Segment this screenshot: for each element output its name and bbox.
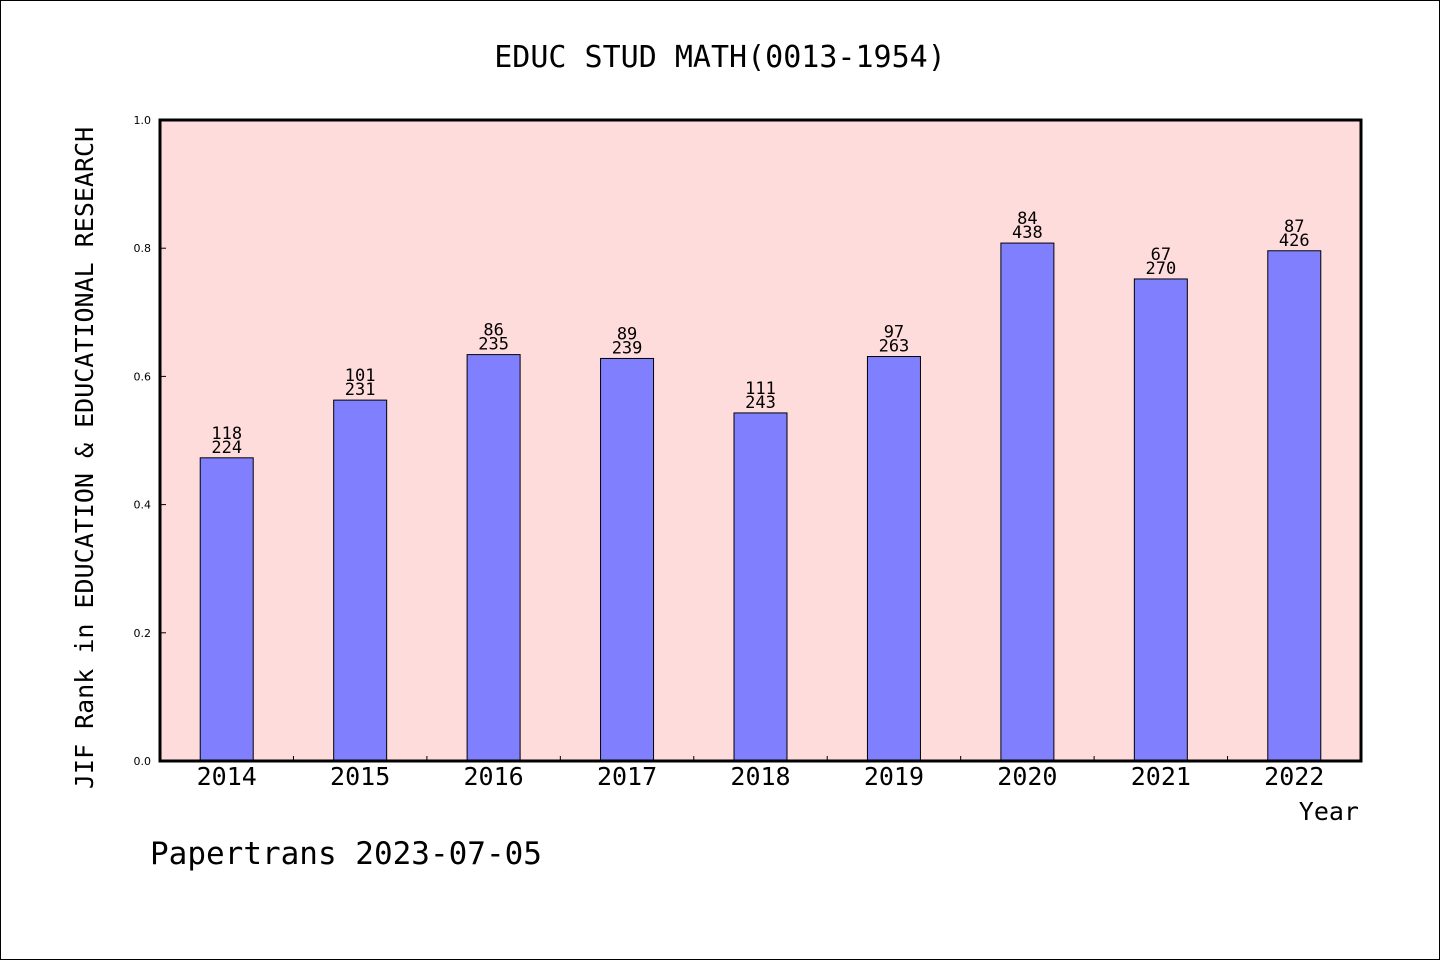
- x-tick-label: 2014: [197, 762, 257, 791]
- bar-2018: [733, 412, 788, 762]
- x-tick-label: 2021: [1131, 762, 1191, 791]
- bar-rank-label: 118: [211, 424, 242, 444]
- bar-rank-label: 101: [345, 366, 376, 386]
- bar-2016: [466, 354, 521, 762]
- bar-group: [199, 242, 1322, 762]
- bar-total-label: 270: [1145, 259, 1176, 279]
- x-tick-label: 2016: [464, 762, 524, 791]
- y-axis: 0.0 0.2 0.4 0.6 0.8 1.0: [134, 114, 166, 768]
- bar-2015: [333, 399, 388, 762]
- x-axis: 2014 2015 2016 2017 2018 2019 2020 2021 2022: [197, 756, 1324, 791]
- bar-2014: [199, 457, 254, 762]
- bar-total-label: 426: [1279, 231, 1310, 251]
- bar-total-label: 243: [745, 393, 776, 413]
- bar-rank-label: 89: [617, 324, 637, 344]
- chart-title: EDUC STUD MATH(0013-1954): [494, 40, 946, 75]
- bar-rank-label: 84: [1017, 209, 1037, 229]
- x-tick-label: 2018: [730, 762, 790, 791]
- bar-total-label: 235: [478, 335, 509, 355]
- plot-border: [158, 118, 1363, 763]
- footer-text: Papertrans 2023-07-05: [150, 836, 542, 872]
- bar-2020: [1000, 242, 1055, 762]
- bar-rank-label: 87: [1284, 217, 1304, 237]
- y-tick-label: 0.0: [134, 755, 152, 768]
- bar-2017: [600, 357, 655, 762]
- bar-total-label: 231: [345, 380, 376, 400]
- y-axis-label: JIF Rank in EDUCATION & EDUCATIONAL RESE…: [70, 127, 99, 789]
- x-tick-label: 2022: [1264, 762, 1324, 791]
- y-tick-label: 0.8: [134, 242, 152, 255]
- x-tick-label: 2017: [597, 762, 657, 791]
- bar-total-label: 239: [612, 338, 643, 358]
- y-tick-label: 0.6: [134, 370, 152, 383]
- bar-total-label: 263: [879, 337, 910, 357]
- bar-total-label: 224: [211, 438, 242, 458]
- bar-total-label: 438: [1012, 223, 1043, 243]
- bar-rank-label: 97: [884, 323, 904, 343]
- bar-rank-label: 67: [1151, 245, 1171, 265]
- y-tick-label: 0.4: [134, 499, 152, 512]
- y-tick-label: 1.0: [134, 114, 152, 127]
- y-tick-label: 0.2: [134, 627, 152, 640]
- x-tick-label: 2015: [330, 762, 390, 791]
- bar-rank-label: 111: [745, 379, 776, 399]
- bar-rank-label: 86: [483, 321, 503, 341]
- x-tick-label: 2020: [997, 762, 1057, 791]
- bar-2022: [1267, 250, 1322, 762]
- bar-2019: [866, 356, 921, 762]
- bar-2021: [1133, 278, 1188, 762]
- x-axis-label: Year: [1299, 797, 1359, 826]
- x-tick-label: 2019: [864, 762, 924, 791]
